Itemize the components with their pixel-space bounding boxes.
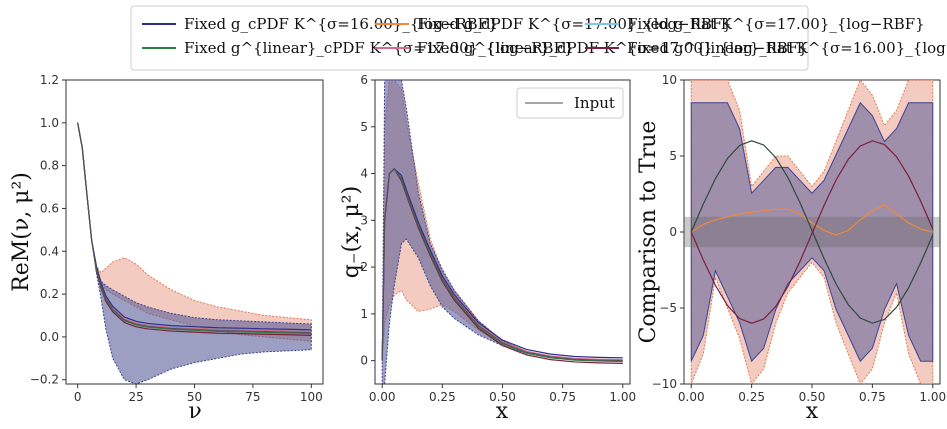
comparison-orange-line bbox=[690, 203, 933, 236]
legend-label-0: Fixed g_cPDF K^{σ=16.00}_{log−RBF} bbox=[184, 15, 498, 33]
xtick-label: 100 bbox=[300, 390, 323, 404]
xtick-label: 50 bbox=[187, 390, 202, 404]
xtick-label: 0.00 bbox=[369, 390, 396, 404]
panel2-legend-frame bbox=[516, 87, 624, 119]
xtick-label: 1.00 bbox=[609, 390, 636, 404]
xtick-label: 0.75 bbox=[859, 390, 886, 404]
legend-frame bbox=[130, 5, 809, 71]
xtick-label: 0.50 bbox=[489, 390, 516, 404]
ytick-label: 1.0 bbox=[40, 116, 59, 130]
ytick-label: 0.2 bbox=[40, 287, 59, 301]
legend: Fixed g_cPDF K^{σ=16.00}_{log−RBF}Fixed … bbox=[130, 5, 947, 71]
xtick-label: 0.25 bbox=[429, 390, 456, 404]
xtick-label: 0.75 bbox=[549, 390, 576, 404]
ytick-label: 2 bbox=[360, 260, 368, 274]
input-legend-label: Input bbox=[574, 94, 615, 112]
ytick-label: −10 bbox=[652, 377, 677, 391]
panel1-xlabel: ν bbox=[188, 399, 201, 424]
panel2-xlabel: x bbox=[496, 399, 509, 424]
panel-comparison: 0.00 0.25 0.50 0.75 1.00 −10 −5 0 5 10 x Comparis… bbox=[636, 73, 946, 424]
panel-qminus: 0.00 0.25 0.50 0.75 1.00 0 1 2 3 4 5 6 Input x q₋(x… bbox=[339, 73, 636, 424]
xtick-label: 0.25 bbox=[738, 390, 765, 404]
panel1-ylabel: ReM(ν, μ²) bbox=[9, 172, 34, 292]
comparison-curve-b bbox=[690, 140, 934, 324]
ytick-label: 5 bbox=[360, 120, 368, 134]
ytick-label: 4 bbox=[360, 167, 368, 181]
ytick-label: 1.2 bbox=[40, 73, 59, 87]
ytick-label: 0.6 bbox=[40, 201, 59, 215]
input-line bbox=[77, 122, 312, 334]
panel2-legend: Input bbox=[516, 87, 624, 119]
input-line bbox=[381, 168, 623, 362]
xtick-label: 75 bbox=[245, 390, 260, 404]
ytick-label: 0.8 bbox=[40, 159, 59, 173]
ytick-label: 6 bbox=[360, 73, 368, 87]
band-cPDF bbox=[381, 80, 623, 384]
legend-label-5: Fixed g^{linear}_flat K^{σ=16.00}_{log−R… bbox=[627, 39, 947, 57]
ytick-label: 0.0 bbox=[40, 330, 59, 344]
band-cPDF bbox=[77, 122, 312, 384]
ytick-label: 3 bbox=[360, 213, 368, 227]
ytick-label: 0 bbox=[669, 225, 677, 239]
legend-label-1: Fixed g_dPDF K^{σ=17.00}_{log−RBF} bbox=[417, 15, 732, 33]
xtick-label: 25 bbox=[128, 390, 143, 404]
ytick-label: −5 bbox=[659, 301, 677, 315]
panel3-xlabel: x bbox=[806, 399, 819, 424]
legend-label-2: Fixed g_flat K^{σ=17.00}_{log−RBF} bbox=[627, 15, 925, 33]
ytick-label: 10 bbox=[662, 73, 677, 87]
xtick-label: 0.00 bbox=[678, 390, 705, 404]
comparison-curve-a bbox=[690, 140, 934, 324]
panel2-ylabel: q₋(x, μ²) bbox=[339, 186, 364, 278]
panel3-ylabel: Comparison to True bbox=[636, 121, 661, 344]
xtick-label: 0.50 bbox=[799, 390, 826, 404]
ytick-label: 0 bbox=[360, 354, 368, 368]
ytick-label: −0.2 bbox=[30, 373, 59, 387]
xtick-label: 1.00 bbox=[919, 390, 946, 404]
panel-remu: 0 25 50 75 100 −0.2 0.0 0.2 0.4 0.6 0.8 1.0 1.2 ν Re… bbox=[9, 73, 324, 424]
ytick-label: 5 bbox=[669, 149, 677, 163]
ytick-label: 0.4 bbox=[40, 244, 59, 258]
ytick-label: 1 bbox=[360, 307, 368, 321]
xtick-label: 0 bbox=[74, 390, 82, 404]
